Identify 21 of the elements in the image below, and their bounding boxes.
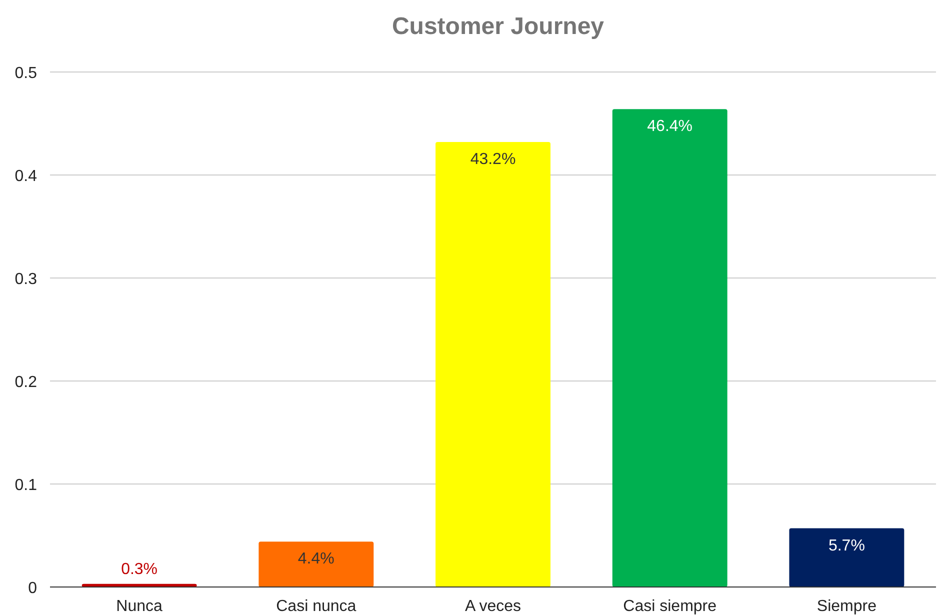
x-tick-label: Siempre (816, 598, 877, 615)
y-tick-label: 0.4 (14, 168, 38, 185)
data-label: 46.4% (647, 118, 693, 136)
y-tick-label: 0.5 (14, 65, 38, 82)
x-tick-label: Nunca (116, 598, 163, 615)
data-label: 5.7% (828, 537, 865, 554)
x-tick-label: A veces (464, 598, 522, 615)
y-tick-label: 0.1 (14, 477, 38, 494)
bar (789, 528, 904, 587)
bar (258, 542, 374, 587)
y-tick-label: 0.2 (14, 374, 38, 391)
bar (612, 109, 728, 587)
y-tick-label: 0 (28, 580, 38, 597)
chart-title: Customer Journey (392, 13, 605, 40)
y-tick-label: 0.3 (14, 271, 38, 288)
data-label: 43.2% (470, 151, 516, 168)
x-tick-label: Casi nunca (276, 598, 356, 615)
bar (436, 142, 550, 587)
x-tick-label: Casi siempre (623, 598, 717, 615)
data-label: 0.3% (121, 560, 158, 578)
data-label: 4.4% (298, 550, 334, 568)
